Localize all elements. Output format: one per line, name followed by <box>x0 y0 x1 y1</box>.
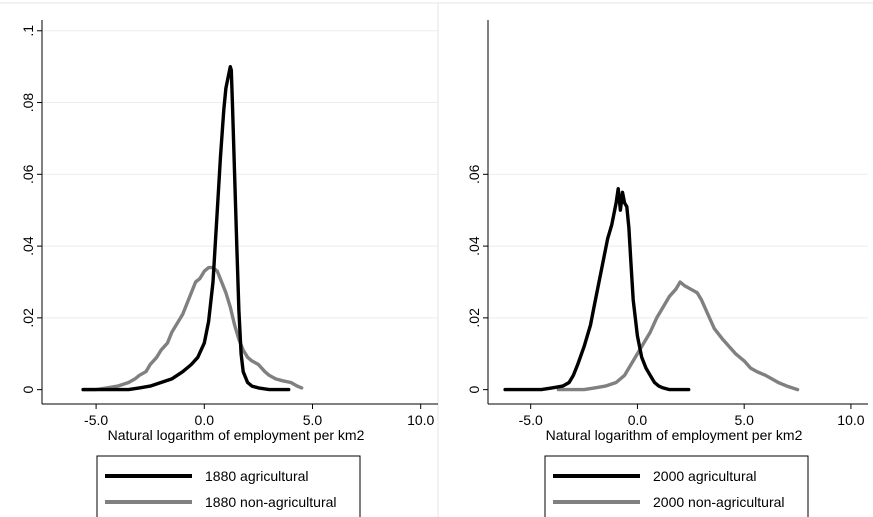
legend-label: 2000 agricultural <box>653 468 757 484</box>
y-tick-label: .08 <box>20 93 36 113</box>
legend: 2000 agricultural 2000 non-agricultural <box>544 455 809 517</box>
x-tick-label: -5.0 <box>84 412 108 428</box>
x-tick-label: 5.0 <box>303 412 323 428</box>
y-tick-label: .02 <box>466 308 482 328</box>
y-tick-label: .04 <box>466 236 482 256</box>
legend-box <box>96 455 361 517</box>
series-line-non-agricultural <box>81 265 304 392</box>
legend-label: 1880 non-agricultural <box>205 494 337 510</box>
chart-panel-1: 0 .02 .04 .06 .08 .1 -5.0 0.0 5.0 10.0 Natural log… <box>20 20 438 517</box>
x-tick-label: 10.0 <box>837 412 864 428</box>
legend: 1880 agricultural 1880 non-agricultural <box>96 455 361 517</box>
legend-label: 1880 agricultural <box>205 468 309 484</box>
y-tick-label: .06 <box>20 164 36 184</box>
x-axis-title: Natural logarithm of employment per km2 <box>546 427 803 443</box>
series-line-agricultural <box>81 65 291 392</box>
chart-panel-2: 0 .02 .04 .06 -5.0 0.0 5.0 10.0 Natural logarith… <box>466 20 868 517</box>
y-tick-label: 0 <box>20 386 36 394</box>
x-tick-label: 0.0 <box>628 412 648 428</box>
series-line-agricultural <box>503 187 691 392</box>
x-tick-label: 5.0 <box>734 412 754 428</box>
x-axis-title: Natural logarithm of employment per km2 <box>108 427 365 443</box>
x-tick-label: 10.0 <box>407 412 434 428</box>
y-tick-label: .04 <box>20 236 36 256</box>
y-tick-label: .1 <box>20 25 36 37</box>
legend-box <box>544 455 809 517</box>
legend-label: 2000 non-agricultural <box>653 494 785 510</box>
y-tick-label: .06 <box>466 164 482 184</box>
y-tick-label: 0 <box>466 386 482 394</box>
series-line-non-agricultural <box>556 280 800 392</box>
x-tick-label: -5.0 <box>519 412 543 428</box>
x-tick-label: 0.0 <box>195 412 215 428</box>
y-tick-label: .02 <box>20 308 36 328</box>
